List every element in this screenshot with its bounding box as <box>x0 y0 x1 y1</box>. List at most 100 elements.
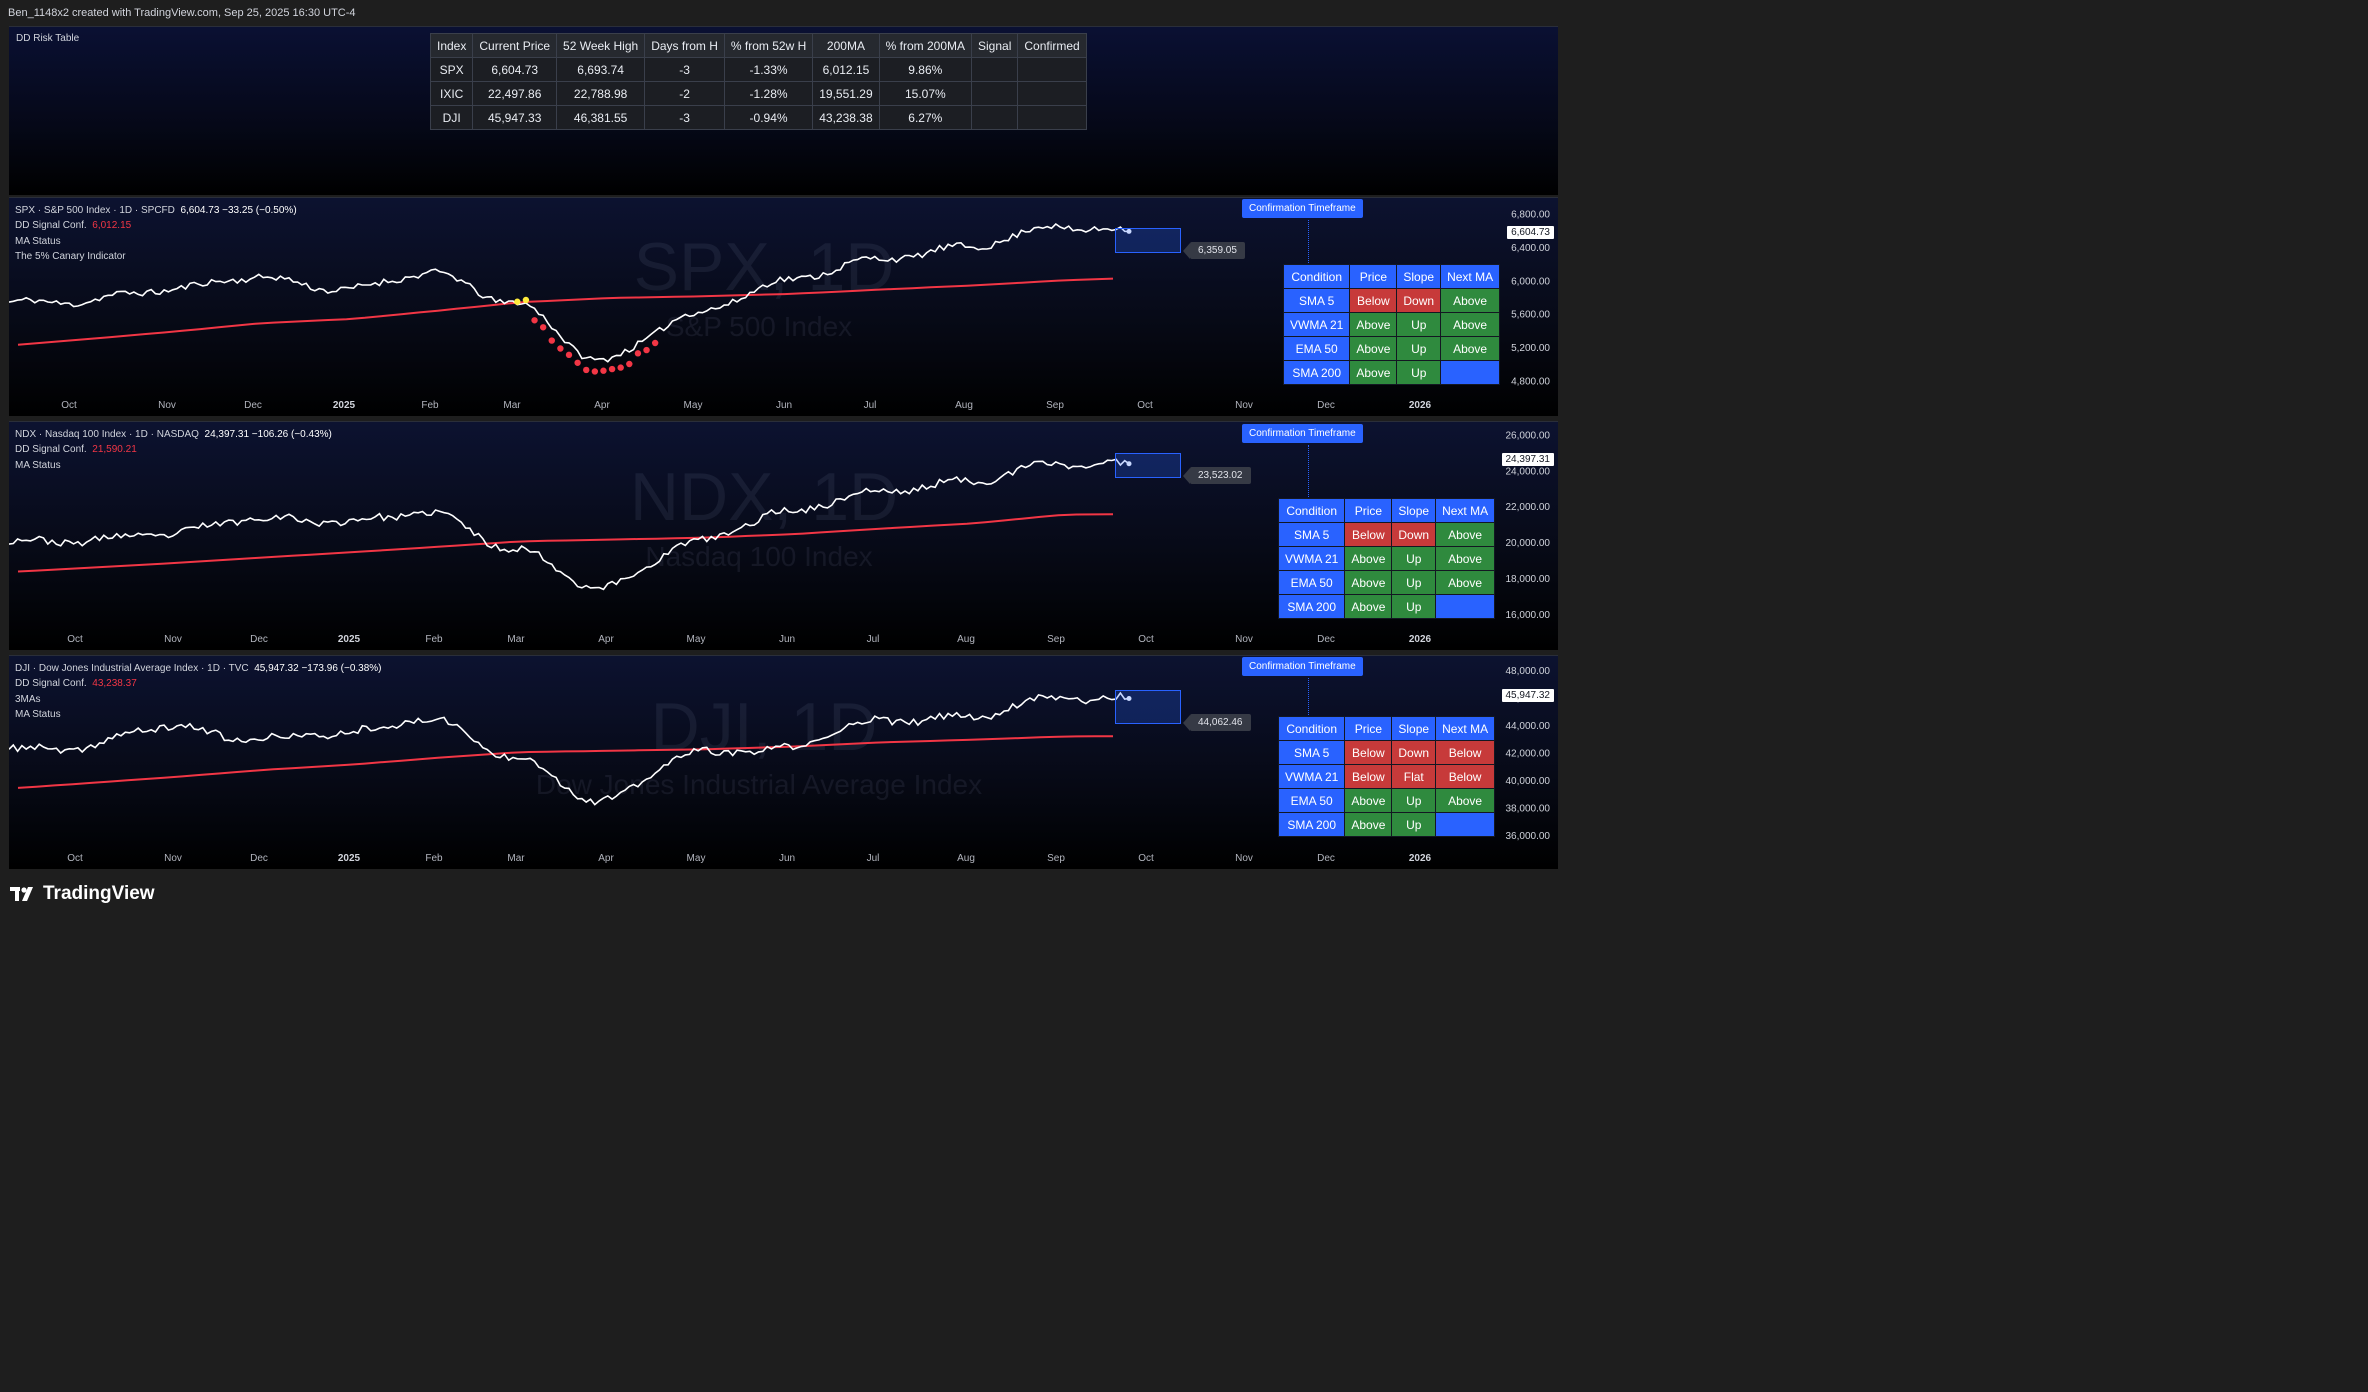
ma-status-cell: Above <box>1435 788 1496 813</box>
ma-status-cell: EMA 50 <box>1277 570 1346 595</box>
dji-x-tick-label: Oct <box>67 853 83 864</box>
spx-signal-dot <box>565 351 573 359</box>
spx-x-tick-label: May <box>684 400 703 411</box>
risk-table-cell: 19,551.29 <box>812 81 880 106</box>
risk-table-cell: -1.28% <box>723 81 814 106</box>
risk-table: Index Current Price 52 Week High Days from … <box>429 33 1087 130</box>
ndx-chart-pane[interactable]: NDX, 1D Nasdaq 100 Index 26,000.00 24,000… <box>9 421 1558 650</box>
ma-status-cell: Above <box>1440 336 1501 361</box>
dji-last-price: 45,947.32 <box>1501 689 1554 702</box>
spx-extra-line[interactable]: MA Status <box>15 235 61 247</box>
ndx-x-tick-label: Feb <box>425 634 443 645</box>
ndx-x-tick-label: 2026 <box>1409 634 1432 645</box>
ma-status-header: Slope <box>1391 498 1437 523</box>
dji-x-tick-label: May <box>687 853 706 864</box>
ndx-legend: NDX · Nasdaq 100 Index · 1D · NASDAQ 24,… <box>15 427 332 473</box>
spx-signal-dot <box>539 324 547 331</box>
tradingview-logo[interactable]: TradingView <box>10 883 155 905</box>
ma-status-cell: Below <box>1344 740 1393 765</box>
ndx-signal-label[interactable]: DD Signal Conf. <box>15 444 87 456</box>
ndx-signal-value: 21,590.21 <box>92 444 137 456</box>
ma-status-row: VWMA 21 Above Up Above <box>1277 546 1496 571</box>
spx-signal-dot <box>651 339 659 347</box>
dji-legend-value: 45,947.32 −173.96 (−0.38%) <box>254 663 382 674</box>
ma-status-row: SMA 200 Above Up <box>1282 360 1501 385</box>
risk-table-cell: -3 <box>644 105 725 130</box>
risk-table-header: Confirmed <box>1017 33 1087 58</box>
dji-price-line <box>9 691 1130 806</box>
spx-legend-title[interactable]: SPX · S&P 500 Index · 1D · SPCFD <box>15 205 175 216</box>
ndx-x-tick-label: Mar <box>507 634 525 645</box>
ma-status-cell: Above <box>1344 788 1393 813</box>
spx-y-tick-label: 4,800.00 <box>1511 377 1550 388</box>
spx-extra-line[interactable]: The 5% Canary Indicator <box>15 251 126 263</box>
dji-chart-pane[interactable]: DJI, 1D Dow Jones Industrial Average Ind… <box>9 655 1558 869</box>
risk-table-header: Index <box>429 33 474 58</box>
ma-status-header: Slope <box>1396 264 1442 289</box>
ndx-y-tick-label: 24,000.00 <box>1506 466 1551 477</box>
spx-signal-label[interactable]: DD Signal Conf. <box>15 220 87 232</box>
ndx-last-point <box>1126 461 1132 467</box>
ma-status-cell: Up <box>1391 594 1437 619</box>
dji-signal-label[interactable]: DD Signal Conf. <box>15 678 87 690</box>
spx-signal-dot <box>626 360 633 368</box>
risk-table-cell: IXIC <box>429 81 474 106</box>
risk-table-cell <box>970 105 1019 130</box>
dji-ma-200-line <box>17 735 1114 789</box>
ma-status-cell: Flat <box>1391 764 1437 789</box>
ma-status-cell: Below <box>1344 522 1393 547</box>
dji-x-tick-label: Nov <box>1235 853 1253 864</box>
risk-table-cell: -2 <box>644 81 725 106</box>
ma-status-cell <box>1440 360 1501 385</box>
ndx-ma-status-table: Condition Price Slope Next MA SMA 5 Below Dow… <box>1277 498 1496 619</box>
ma-status-row: VWMA 21 Above Up Above <box>1282 312 1501 337</box>
risk-table-cell: 15.07% <box>878 81 973 106</box>
risk-table-cell: 6,604.73 <box>472 57 558 82</box>
risk-table-header: 52 Week High <box>556 33 646 58</box>
ma-status-cell: Above <box>1349 360 1398 385</box>
tradingview-logo-icon <box>10 887 33 901</box>
dji-extra-line[interactable]: 3MAs <box>15 693 41 705</box>
spx-x-tick-label: Mar <box>503 400 521 411</box>
risk-table-pane: DD Risk Table Index Current Price 52 Week … <box>9 26 1558 195</box>
dji-x-tick-label: Mar <box>507 853 525 864</box>
dji-projection-label: 44,062.46 <box>1183 714 1251 731</box>
risk-table-row: IXIC 22,497.86 22,788.98 -2 -1.28% 19,551.29 1… <box>429 81 1087 106</box>
ndx-chart[interactable]: 26,000.00 24,000.00 22,000.00 20,000.00 18,0… <box>9 422 1558 650</box>
ma-status-cell: Up <box>1396 336 1442 361</box>
risk-table-cell: 46,381.55 <box>556 105 646 130</box>
ma-status-cell: SMA 5 <box>1277 740 1346 765</box>
ma-status-cell: Above <box>1344 546 1393 571</box>
ma-status-cell: Above <box>1440 288 1501 313</box>
risk-table-cell: 45,947.33 <box>472 105 558 130</box>
risk-table-cell: 9.86% <box>878 57 973 82</box>
spx-confirmation-timeframe: Confirmation Timeframe <box>1242 199 1363 218</box>
ndx-extra-line[interactable]: MA Status <box>15 459 61 471</box>
dji-extra-line[interactable]: MA Status <box>15 709 61 721</box>
dji-legend-title[interactable]: DJI · Dow Jones Industrial Average Index… <box>15 663 249 674</box>
ma-status-cell: VWMA 21 <box>1277 546 1346 571</box>
header-attribution: Ben_1148x2 created with TradingView.com,… <box>8 7 356 19</box>
spx-chart[interactable]: 6,800.00 6,400.00 6,000.00 5,600.00 5,200.00… <box>9 198 1558 416</box>
spx-signal-dot <box>600 367 607 374</box>
risk-table-cell <box>1017 57 1087 82</box>
ma-status-header: Price <box>1344 498 1393 523</box>
ma-status-header: Next MA <box>1435 498 1496 523</box>
ma-status-cell: Up <box>1391 570 1437 595</box>
ndx-projection-box <box>1115 453 1181 478</box>
ma-status-cell: Above <box>1349 336 1398 361</box>
ma-status-cell: EMA 50 <box>1282 336 1351 361</box>
spx-signal-dot <box>583 366 590 374</box>
ndx-legend-title[interactable]: NDX · Nasdaq 100 Index · 1D · NASDAQ <box>15 429 199 440</box>
spx-legend-value: 6,604.73 −33.25 (−0.50%) <box>180 205 297 216</box>
spx-signal-dot <box>531 317 538 324</box>
spx-signal-dot <box>557 345 564 352</box>
spx-x-tick-label: Oct <box>61 400 77 411</box>
spx-chart-pane[interactable]: SPX, 1D S&P 500 Index 6,800.00 6,400.00 6,… <box>9 197 1558 416</box>
ma-status-cell: SMA 200 <box>1282 360 1351 385</box>
ma-status-cell: VWMA 21 <box>1282 312 1351 337</box>
ma-status-cell: Up <box>1391 546 1437 571</box>
spx-x-tick-label: Apr <box>594 400 610 411</box>
risk-table-row: SPX 6,604.73 6,693.74 -3 -1.33% 6,012.15 9.86% <box>429 57 1087 82</box>
ma-status-row: SMA 5 Below Down Above <box>1282 288 1501 313</box>
